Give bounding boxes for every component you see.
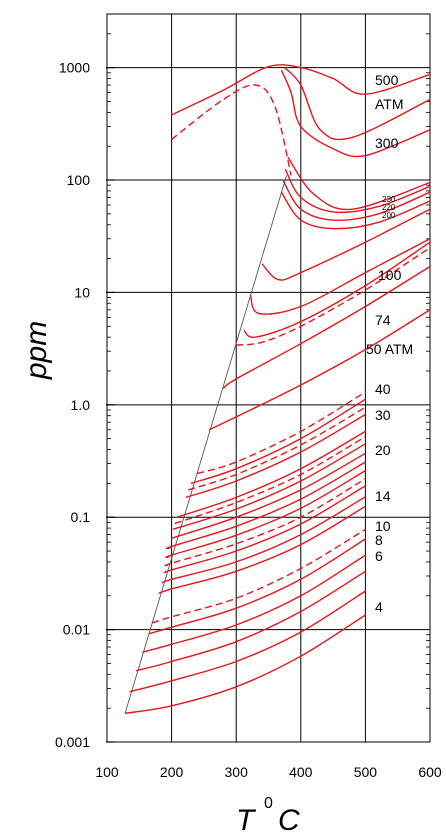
curve-label: 8: [375, 532, 383, 548]
series-line-230: [284, 168, 431, 214]
series-line-29: [287, 156, 431, 211]
series-line-200: [280, 191, 431, 230]
series-line-14: [174, 436, 366, 525]
curve-label: 30: [375, 407, 391, 423]
x-axis-title: T: [236, 804, 257, 837]
saturation-boundary: [124, 175, 288, 714]
y-tick-label: 0.1: [71, 509, 91, 525]
curve-label: 74: [375, 312, 391, 328]
curve-label: 10: [375, 518, 391, 534]
y-axis-title: ppm: [20, 321, 53, 380]
series-line-1: [129, 590, 366, 693]
series-line-7: [161, 496, 366, 584]
curve-label: 220: [382, 203, 396, 212]
curve-label: 230: [382, 195, 396, 204]
x-tick-label: 500: [354, 764, 378, 780]
series-line-50-atm: [236, 247, 431, 346]
y-tick-label: 10: [74, 284, 90, 300]
curve-label: 200: [382, 211, 396, 220]
series-line-8: [163, 485, 366, 574]
y-tick-label: 1000: [59, 60, 90, 76]
series-line-atm: [284, 67, 431, 141]
series-line-13: [172, 443, 366, 530]
x-axis-title-unit: C: [278, 804, 300, 837]
x-tick-label: 400: [289, 764, 313, 780]
series-line-16: [185, 413, 366, 499]
series-line-4: [124, 614, 366, 714]
curve-label: 100: [378, 267, 402, 283]
x-axis-title-superscript: 0: [264, 795, 273, 812]
series-line-12: [171, 452, 366, 539]
curve-label: 14: [375, 488, 391, 504]
series-line-25: [261, 208, 431, 281]
series-line-6: [158, 505, 366, 595]
y-tick-label: 100: [67, 172, 91, 188]
y-tick-label: 0.01: [63, 622, 90, 638]
curve-label: 6: [375, 548, 383, 564]
series-line-220: [282, 180, 431, 221]
series-line-30: [197, 391, 366, 475]
series-line-74: [243, 241, 431, 338]
series-line-21: [222, 265, 431, 389]
series-line-3: [142, 554, 366, 653]
series-line-5: [151, 528, 366, 624]
curve-label: 40: [375, 381, 391, 397]
curve-label: 50 ATM: [366, 341, 413, 357]
series-line-18: [190, 398, 366, 485]
series-line-4: [148, 538, 366, 635]
curve-label: 300: [375, 135, 399, 151]
series-line-500: [171, 64, 431, 116]
boundary-line: [124, 175, 288, 714]
plot-frame: [106, 13, 431, 743]
series-group: [124, 64, 431, 714]
grid: [106, 13, 431, 743]
series-line-300: [280, 69, 431, 158]
x-tick-label: 200: [160, 764, 184, 780]
x-tick-label: 300: [225, 764, 249, 780]
series-line-9: [164, 478, 366, 567]
curve-label: 20: [375, 442, 391, 458]
x-tick-label: 100: [95, 764, 119, 780]
series-line-14: [176, 430, 366, 518]
series-line-11: [165, 461, 366, 550]
y-tick-labels: 0.001 0.01 0.1 1.0 10 100 1000: [55, 60, 90, 750]
curve-label: 4: [375, 599, 383, 615]
x-tick-label: 600: [418, 764, 442, 780]
series-line-20: [188, 406, 366, 491]
series-line-33: [171, 84, 292, 176]
series-line-2: [135, 570, 366, 672]
curve-label: 500: [375, 72, 399, 88]
curve-label: ATM: [375, 96, 404, 112]
y-tick-label: 0.001: [55, 734, 90, 750]
series-line-10: [165, 469, 366, 559]
series-line-100: [249, 238, 431, 315]
series-line-40: [208, 309, 431, 431]
x-tick-labels: 100 200 300 400 500 600: [95, 764, 442, 780]
y-tick-label: 1.0: [71, 397, 91, 413]
